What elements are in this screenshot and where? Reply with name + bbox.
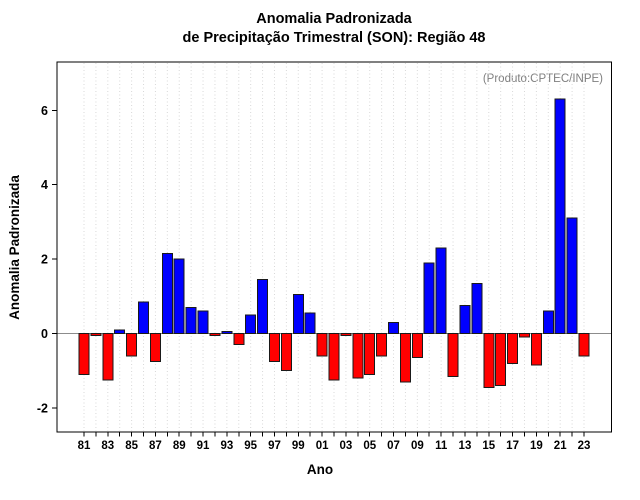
bar-94: [233, 333, 245, 346]
bar-87: [149, 333, 161, 362]
x-tick-label: 19: [530, 440, 543, 452]
x-tick-label: 15: [482, 440, 495, 452]
bar-00: [304, 312, 316, 335]
bar-93: [221, 331, 233, 335]
bar-04: [352, 333, 364, 379]
bar-91: [197, 310, 209, 334]
x-tick-label: 23: [578, 440, 591, 452]
bar-23: [578, 333, 590, 357]
bar-01: [316, 333, 328, 357]
bar-08: [399, 333, 411, 383]
chart-title-line2: de Precipitação Trimestral (SON): Região…: [182, 30, 486, 46]
x-tick-label: 97: [268, 440, 281, 452]
bar-16: [495, 333, 507, 387]
x-tick-label: 93: [220, 440, 233, 452]
bar-96: [257, 279, 269, 334]
y-tick-label: -2: [37, 401, 48, 415]
y-tick-label: 0: [41, 327, 48, 341]
x-tick-label: 81: [78, 440, 91, 452]
x-tick-label: 03: [340, 440, 353, 452]
bar-12: [447, 333, 459, 377]
x-tick-label: 91: [197, 440, 210, 452]
y-tick-label: 6: [41, 104, 48, 118]
bar-97: [268, 333, 280, 362]
bar-05: [364, 333, 376, 375]
x-tick-label: 87: [149, 440, 162, 452]
x-tick-label: 09: [411, 440, 424, 452]
bar-03: [340, 333, 352, 336]
y-tick-label: 4: [41, 178, 48, 192]
x-tick-label: 21: [554, 440, 567, 452]
bar-14: [471, 282, 483, 334]
x-tick-label: 17: [506, 440, 519, 452]
x-tick-label: 95: [244, 440, 257, 452]
bar-07: [388, 321, 400, 334]
bar-15: [483, 333, 495, 388]
bar-81: [78, 333, 90, 375]
bar-89: [173, 258, 185, 335]
x-tick-label: 11: [435, 440, 448, 452]
bar-82: [90, 333, 102, 336]
bar-22: [566, 217, 578, 334]
bar-99: [292, 293, 304, 335]
bar-85: [126, 333, 138, 357]
x-tick-label: 83: [101, 440, 114, 452]
bar-95: [245, 314, 257, 334]
bar-10: [423, 262, 435, 335]
bar-18: [518, 333, 530, 338]
bar-13: [459, 305, 471, 335]
x-tick-label: 85: [125, 440, 138, 452]
x-axis-title: Ano: [306, 462, 334, 477]
x-tick-label: 05: [363, 440, 376, 452]
bar-17: [507, 333, 519, 364]
bar-84: [114, 329, 126, 334]
bar-11: [435, 247, 447, 334]
x-tick-label: 89: [173, 440, 186, 452]
source-annotation: (Produto:CPTEC/INPE): [482, 73, 603, 85]
bar-20: [542, 310, 554, 334]
bar-09: [411, 333, 423, 359]
bar-83: [102, 333, 114, 381]
bar-90: [185, 306, 197, 334]
bar-98: [280, 333, 292, 372]
bar-06: [376, 333, 388, 357]
y-tick-label: 2: [41, 253, 48, 267]
chart-title-line1: Anomalia Padronizada: [256, 11, 412, 27]
x-tick-label: 07: [387, 440, 400, 452]
x-tick-label: 01: [316, 440, 329, 452]
bar-92: [209, 333, 221, 336]
x-tick-label: 99: [292, 440, 305, 452]
bar-86: [138, 301, 150, 335]
bar-88: [161, 253, 173, 335]
bar-21: [554, 98, 566, 334]
x-tick-label: 13: [459, 440, 472, 452]
bar-02: [328, 333, 340, 381]
bar-19: [530, 333, 542, 366]
